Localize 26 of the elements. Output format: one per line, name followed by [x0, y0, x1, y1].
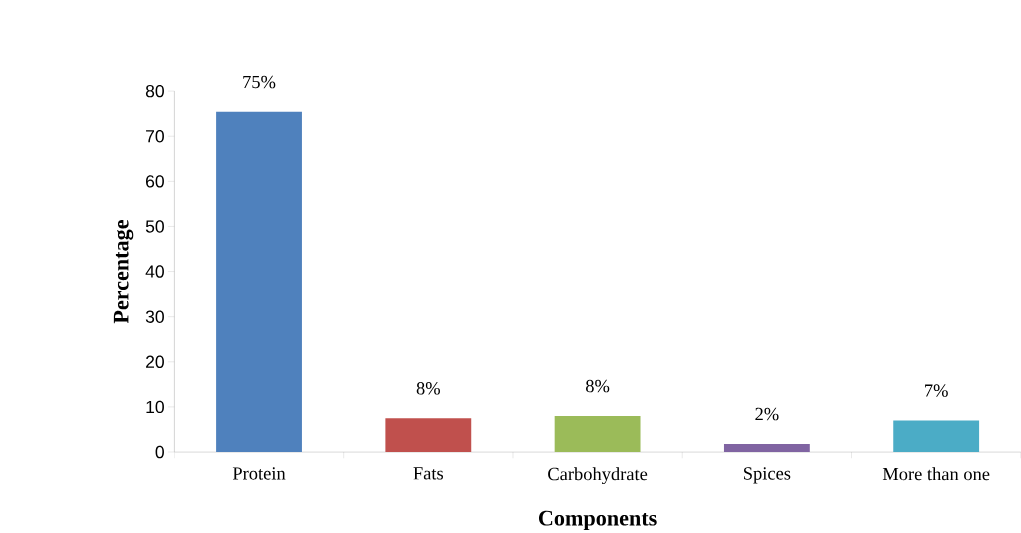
data-label: 2% — [755, 407, 779, 421]
y-tick-label: 20 — [146, 355, 164, 368]
y-tick-label: 80 — [145, 84, 164, 98]
data-label: 7% — [925, 384, 948, 397]
bar — [216, 111, 302, 452]
y-tick-label: 70 — [146, 129, 164, 143]
x-tick-label: Fats — [413, 467, 444, 480]
y-tick-label: 50 — [145, 220, 164, 233]
bar — [723, 443, 810, 452]
y-tick-label: 0 — [155, 445, 164, 459]
x-tick-label: More than one — [882, 467, 990, 481]
data-label: 75% — [243, 75, 276, 89]
x-tick-label: Carbohydrate — [548, 467, 648, 484]
data-label: 8% — [586, 379, 610, 393]
x-tick-label: Protein — [232, 467, 286, 480]
y-axis-title: Percentage — [113, 219, 134, 324]
data-label: 8% — [416, 382, 440, 395]
y-tick-label: 10 — [146, 400, 164, 414]
bar — [385, 418, 472, 452]
x-tick-label: Spices — [744, 467, 791, 484]
bar — [893, 420, 980, 452]
bar — [554, 415, 641, 452]
y-tick-label: 30 — [145, 310, 164, 323]
y-tick-label: 40 — [145, 265, 164, 278]
y-tick-label: 60 — [146, 175, 164, 188]
x-axis-title: Components — [538, 510, 657, 531]
